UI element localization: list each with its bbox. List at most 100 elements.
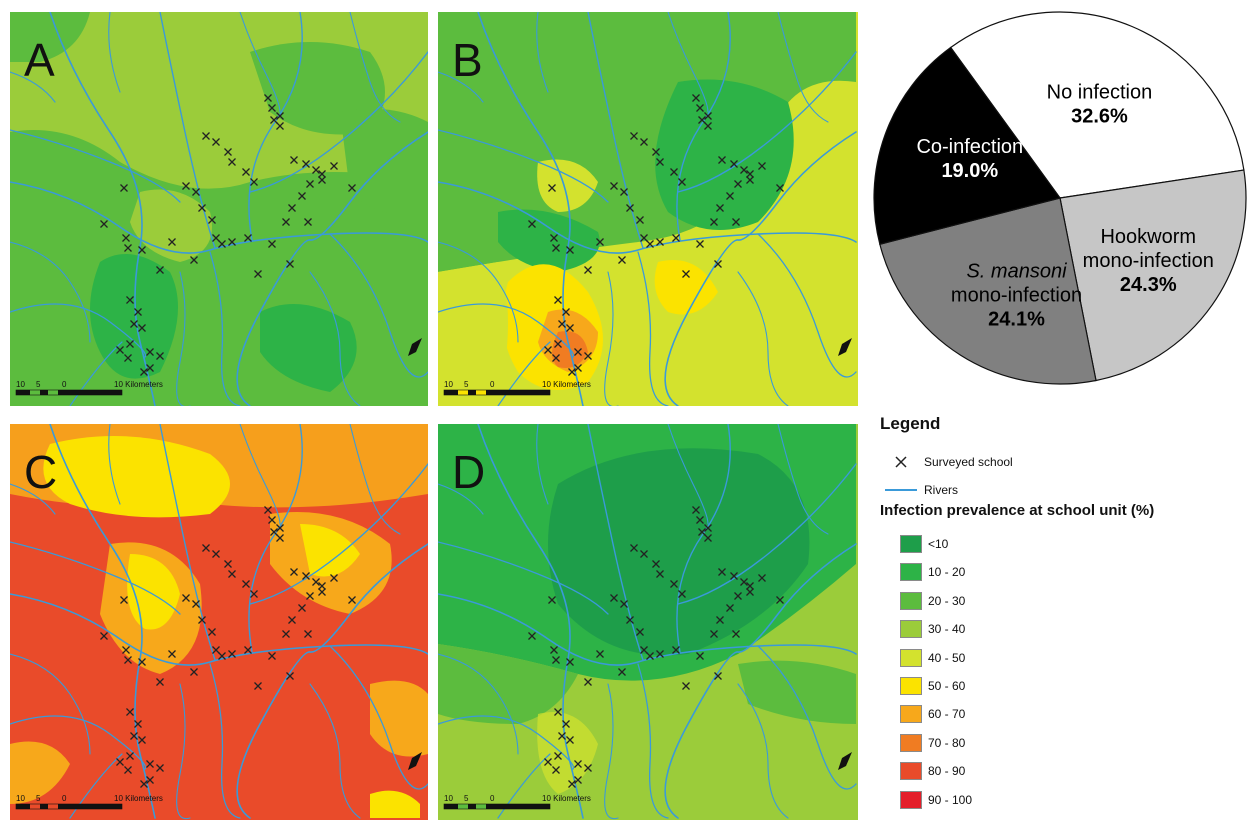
- pie-label: Co-infection: [916, 136, 1023, 158]
- school-marker: [552, 656, 560, 664]
- school-marker: [348, 184, 356, 192]
- school-marker: [282, 630, 290, 638]
- school-marker: [318, 582, 326, 590]
- school-marker: [146, 348, 154, 356]
- school-marker: [218, 240, 226, 248]
- river-line: [176, 271, 191, 406]
- school-marker: [124, 766, 132, 774]
- river-line: [236, 543, 428, 819]
- school-marker: [552, 766, 560, 774]
- school-marker: [306, 180, 314, 188]
- school-marker: [704, 534, 712, 542]
- school-marker: [696, 652, 704, 660]
- river-line: [10, 715, 147, 770]
- school-marker: [156, 678, 164, 686]
- school-marker: [682, 270, 690, 278]
- school-marker: [562, 308, 570, 316]
- river-network: [10, 424, 428, 820]
- legend-class-9: 90 - 100: [900, 788, 972, 812]
- school-marker: [126, 708, 134, 716]
- river-line: [637, 251, 669, 406]
- school-marker: [190, 256, 198, 264]
- pie-slice: [949, 11, 1245, 199]
- scale-bar: 10 5 0 10 Kilometers: [443, 794, 591, 810]
- prevalence-zone: [300, 524, 360, 577]
- school-marker: [740, 166, 748, 174]
- school-marker: [288, 616, 296, 624]
- school-marker: [146, 364, 154, 372]
- school-marker: [652, 148, 660, 156]
- school-marker: [182, 182, 190, 190]
- school-marker: [574, 776, 582, 784]
- school-marker: [710, 218, 718, 226]
- school-marker: [318, 588, 326, 596]
- pie-slice: [879, 197, 1097, 385]
- river-line: [536, 424, 549, 505]
- school-marker: [306, 592, 314, 600]
- school-marker: [130, 320, 138, 328]
- school-marker: [730, 160, 738, 168]
- legend-swatch: [900, 677, 922, 695]
- legend-swatch: [900, 762, 922, 781]
- river-line: [249, 51, 428, 193]
- river-line: [667, 12, 709, 113]
- school-marker: [698, 528, 706, 536]
- school-marker: [558, 732, 566, 740]
- school-marker: [140, 368, 148, 376]
- river-line: [438, 129, 609, 203]
- prevalence-zone: [438, 12, 856, 272]
- river-line: [536, 12, 549, 93]
- school-marker: [126, 296, 134, 304]
- river-line: [604, 683, 619, 820]
- scale-tick-label: 10: [16, 380, 25, 389]
- scale-tick-label: 5: [464, 794, 469, 803]
- school-marker: [670, 580, 678, 588]
- scale-tick-label: 10: [444, 794, 453, 803]
- school-marker: [268, 240, 276, 248]
- school-marker: [318, 176, 326, 184]
- school-marker: [554, 708, 562, 716]
- scale-label: 10 Kilometers: [542, 794, 591, 803]
- school-marker: [224, 560, 232, 568]
- river-line: [438, 653, 519, 755]
- school-marker: [290, 568, 298, 576]
- school-marker: [610, 594, 618, 602]
- river-line: [309, 683, 361, 819]
- scale-label: 10 Kilometers: [114, 794, 163, 803]
- legend-rivers-label: Rivers: [924, 483, 959, 497]
- school-marker: [554, 296, 562, 304]
- school-marker: [656, 570, 664, 578]
- school-marker: [716, 616, 724, 624]
- school-marker: [192, 188, 200, 196]
- map-panel-c: C 10 5 0 10 Kilometers: [10, 424, 428, 820]
- prevalence-zone: [10, 12, 90, 62]
- school-marker: [704, 112, 712, 120]
- school-marker: [130, 732, 138, 740]
- school-marker: [698, 116, 706, 124]
- school-marker: [672, 646, 680, 654]
- pie-label: 19.0%: [941, 160, 998, 182]
- school-marker: [544, 758, 552, 766]
- school-marker: [126, 340, 134, 348]
- prevalence-zone: [127, 554, 180, 630]
- north-arrow-icon: [838, 338, 852, 356]
- school-marker: [646, 240, 654, 248]
- school-marker: [120, 596, 128, 604]
- school-marker: [656, 238, 664, 246]
- school-marker: [584, 678, 592, 686]
- prevalence-zone: [655, 79, 794, 230]
- school-marker: [758, 574, 766, 582]
- school-marker: [242, 168, 250, 176]
- legend-class-label: 90 - 100: [928, 792, 973, 807]
- school-marker: [268, 104, 276, 112]
- school-marker: [348, 596, 356, 604]
- school-marker: [228, 238, 236, 246]
- school-marker: [618, 668, 626, 676]
- scale-tick-label: 5: [464, 380, 469, 389]
- school-marker: [264, 94, 272, 102]
- school-marker: [630, 544, 638, 552]
- pie-label: 24.3%: [1120, 274, 1177, 296]
- school-marker: [318, 170, 326, 178]
- school-marker: [122, 646, 130, 654]
- school-marker: [548, 184, 556, 192]
